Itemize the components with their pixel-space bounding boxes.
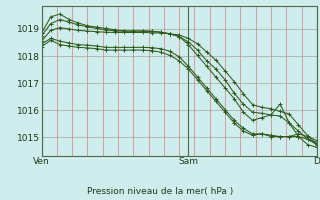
Text: Pression niveau de la mer( hPa ): Pression niveau de la mer( hPa ) [87,187,233,196]
